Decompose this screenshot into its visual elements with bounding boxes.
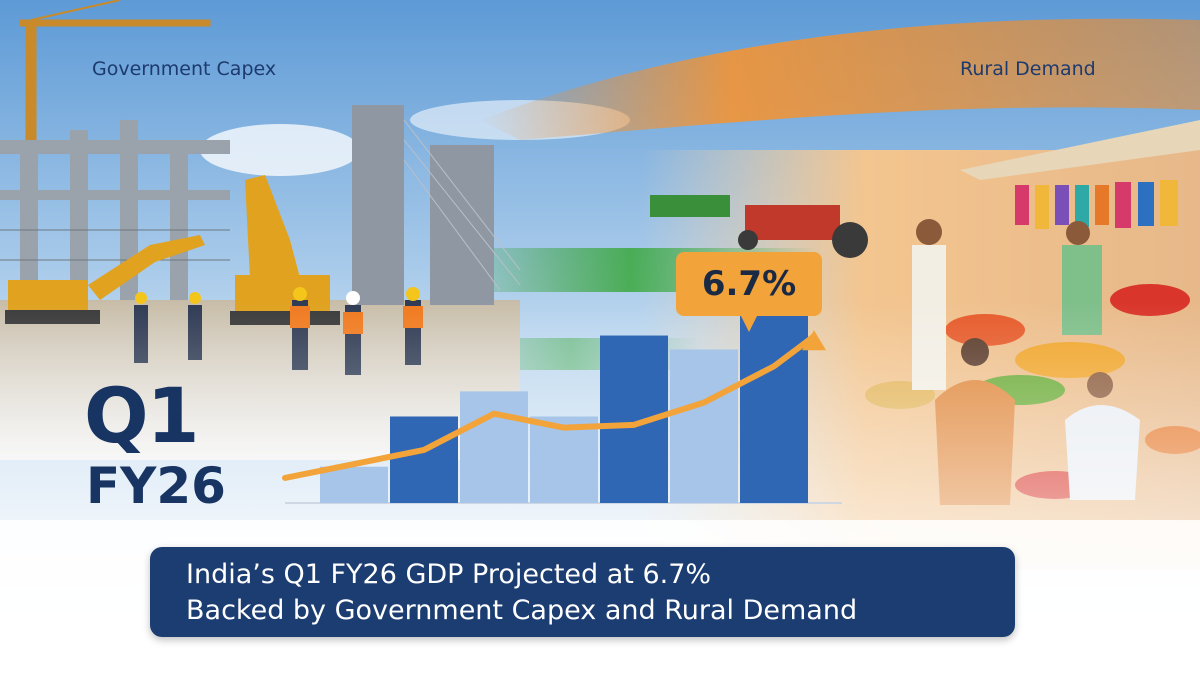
chart-bar (530, 416, 598, 503)
chart-bar (390, 416, 458, 503)
headline-banner: India’s Q1 FY26 GDP Projected at 6.7% Ba… (150, 547, 1015, 637)
government-capex-label: Government Capex (92, 58, 277, 80)
fiscal-year-title: FY26 (86, 457, 226, 515)
chart-bar (670, 349, 738, 503)
chart-bar (460, 391, 528, 503)
quarter-title: Q1 (84, 371, 199, 460)
chart-bar (320, 466, 388, 503)
callout-pointer (740, 314, 758, 332)
rural-demand-label: Rural Demand (960, 58, 1096, 80)
trend-arrowhead (802, 330, 826, 351)
banner-line-2: Backed by Government Capex and Rural Dem… (186, 595, 858, 626)
chart-bar (740, 316, 808, 503)
banner-line-1: India’s Q1 FY26 GDP Projected at 6.7% (186, 559, 712, 590)
growth-trend-line (282, 333, 817, 481)
growth-callout: 6.7% (676, 252, 822, 316)
